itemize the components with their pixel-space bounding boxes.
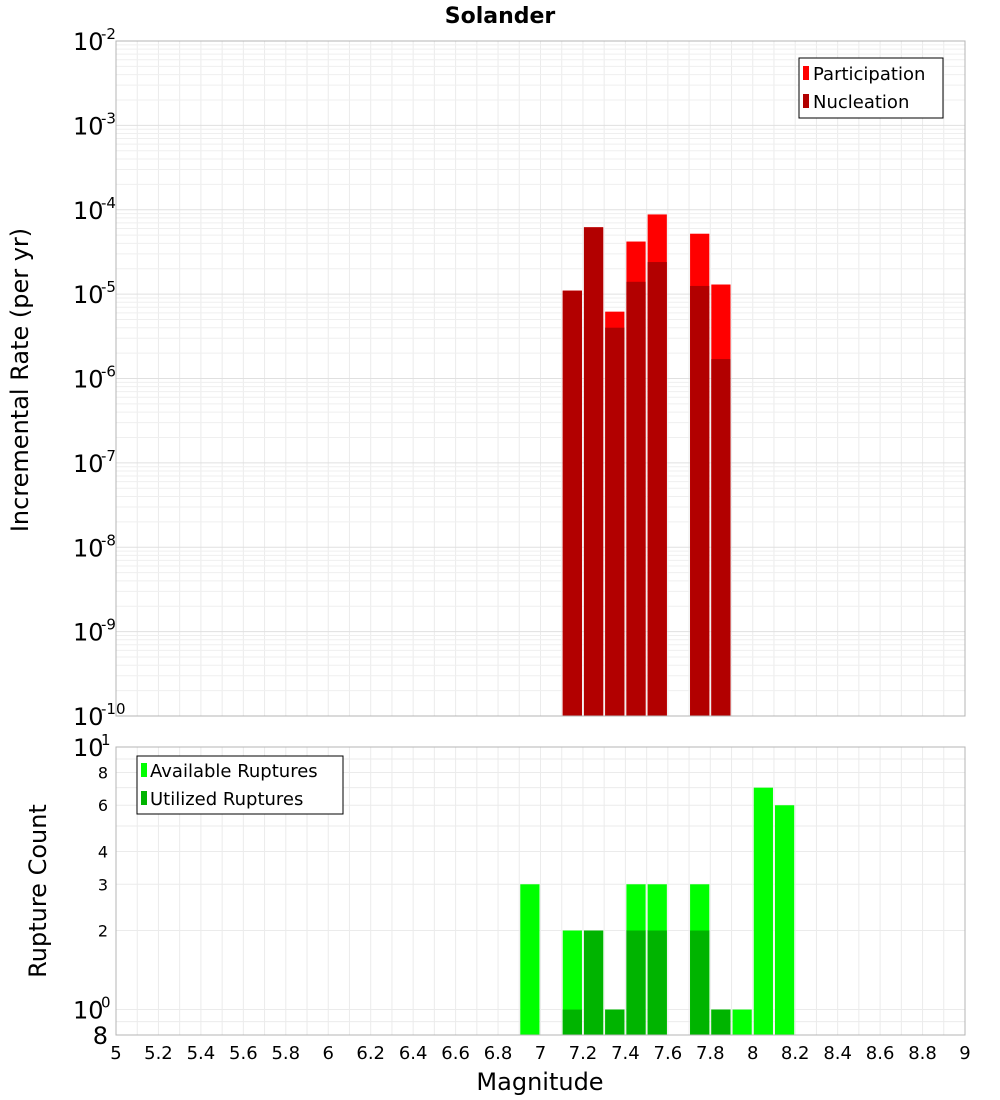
rate-bar-b [711, 359, 731, 716]
count-y-tick-exponent: 1 [101, 731, 111, 749]
count-bar-a [520, 884, 540, 1035]
legend-label-utilized: Utilized Ruptures [150, 789, 303, 810]
x-tick-label: 5.4 [187, 1043, 216, 1064]
legend-swatch-available [141, 763, 147, 777]
count-y-tick: 2 [98, 922, 108, 941]
rate-bar-b [562, 290, 582, 716]
legend-swatch-nucleation [803, 94, 809, 108]
rate-bar-b [605, 327, 625, 716]
x-tick-label: 8.2 [781, 1043, 810, 1064]
rate-y-ticks: 10-210-310-410-510-610-710-810-910-10 [73, 25, 126, 731]
count-bar-b [562, 1009, 582, 1035]
x-tick-label: 9 [959, 1043, 970, 1064]
x-tick-label: 5.8 [271, 1043, 300, 1064]
legend-label-participation: Participation [813, 64, 925, 85]
rate-grid [115, 41, 966, 717]
rate-bar-b [647, 262, 667, 716]
count-y-tick-base: 10 [73, 997, 104, 1025]
count-bar-a [753, 787, 773, 1035]
count-y-tick: 8 [93, 1022, 108, 1050]
x-tick-label: 5.2 [144, 1043, 173, 1064]
x-tick-label: 6.2 [356, 1043, 385, 1064]
x-tick-label: 6.4 [399, 1043, 428, 1064]
chart-title: Solander [445, 4, 556, 29]
rate-y-tick-exponent: -8 [101, 531, 116, 549]
count-plot-frame [115, 746, 966, 1036]
rate-y-tick-exponent: -9 [101, 616, 116, 634]
count-legend: Available Ruptures Utilized Ruptures [136, 755, 344, 815]
rate-legend: Participation Nucleation [798, 57, 944, 119]
rate-y-tick-exponent: -5 [101, 278, 116, 296]
rate-y-tick-base: 10 [73, 703, 104, 731]
x-tick-label: 5 [110, 1043, 121, 1064]
rate-bars [562, 214, 731, 717]
x-ticks: 5 5.2 5.4 5.6 5.8 6 6.2 6.4 6.6 6.8 7 7.2 7.4 7.6 7.8 8… [110, 1043, 970, 1064]
count-y-tick-base: 10 [73, 734, 104, 762]
count-y-tick-exponent: 0 [101, 994, 111, 1012]
x-tick-label: 7.2 [569, 1043, 598, 1064]
rate-plot-frame [115, 40, 966, 717]
rate-legend-box [798, 57, 944, 119]
x-tick-label: 8.8 [908, 1043, 937, 1064]
count-y-tick: 4 [98, 842, 108, 861]
rate-y-tick-exponent: -4 [101, 194, 116, 212]
x-tick-label: 8.6 [866, 1043, 895, 1064]
rate-y-tick-exponent: -6 [101, 363, 116, 381]
count-y-tick: 3 [98, 875, 108, 894]
rate-y-tick-base: 10 [73, 450, 104, 478]
x-tick-label: 7.4 [611, 1043, 640, 1064]
count-y-tick: 6 [98, 796, 108, 815]
x-tick-label: 6.8 [484, 1043, 513, 1064]
rate-y-tick-base: 10 [73, 197, 104, 225]
legend-label-available: Available Ruptures [150, 761, 318, 782]
legend-label-nucleation: Nucleation [813, 92, 909, 113]
count-bar-b [690, 930, 710, 1035]
rate-bar-b [583, 227, 604, 716]
rate-y-tick-base: 10 [73, 112, 104, 140]
x-tick-label: 5.6 [229, 1043, 258, 1064]
count-bar-b [647, 930, 667, 1035]
count-y-tick: 8 [98, 763, 108, 782]
rate-y-tick-base: 10 [73, 281, 104, 309]
x-tick-label: 6.6 [441, 1043, 470, 1064]
rate-y-tick-exponent: -3 [101, 109, 116, 127]
rate-bar-b [626, 281, 646, 716]
legend-swatch-participation [803, 66, 809, 80]
x-tick-label: 6 [323, 1043, 334, 1064]
count-bars [520, 787, 795, 1035]
count-bar-b [583, 930, 604, 1035]
rate-y-axis-label: Incremental Rate (per yr) [6, 228, 34, 532]
rate-y-tick-base: 10 [73, 28, 104, 56]
rate-y-tick-exponent: -7 [101, 447, 116, 465]
count-bar-b [711, 1009, 731, 1035]
x-tick-label: 8 [747, 1043, 758, 1064]
count-y-axis-label: Rupture Count [24, 804, 52, 978]
rate-y-tick-base: 10 [73, 619, 104, 647]
rate-y-tick-exponent: -2 [101, 25, 116, 43]
x-tick-label: 7.8 [696, 1043, 725, 1064]
count-bar-a [774, 805, 795, 1035]
legend-swatch-utilized [141, 791, 147, 805]
x-tick-label: 7 [535, 1043, 546, 1064]
rate-y-tick-base: 10 [73, 534, 104, 562]
rate-y-tick-exponent: -10 [101, 700, 126, 718]
count-bar-b [626, 930, 646, 1035]
x-tick-label: 7.6 [654, 1043, 683, 1064]
rate-panel: 10-210-310-410-510-610-710-810-910-10 In… [6, 25, 966, 731]
rate-y-tick-base: 10 [73, 366, 104, 394]
count-bar-b [605, 1009, 625, 1035]
count-bar-a [562, 930, 582, 1035]
count-bar-a [732, 1009, 752, 1035]
x-tick-label: 8.4 [823, 1043, 852, 1064]
x-axis-label: Magnitude [476, 1068, 603, 1096]
rate-bar-b [690, 285, 710, 716]
count-legend-box [136, 755, 344, 815]
